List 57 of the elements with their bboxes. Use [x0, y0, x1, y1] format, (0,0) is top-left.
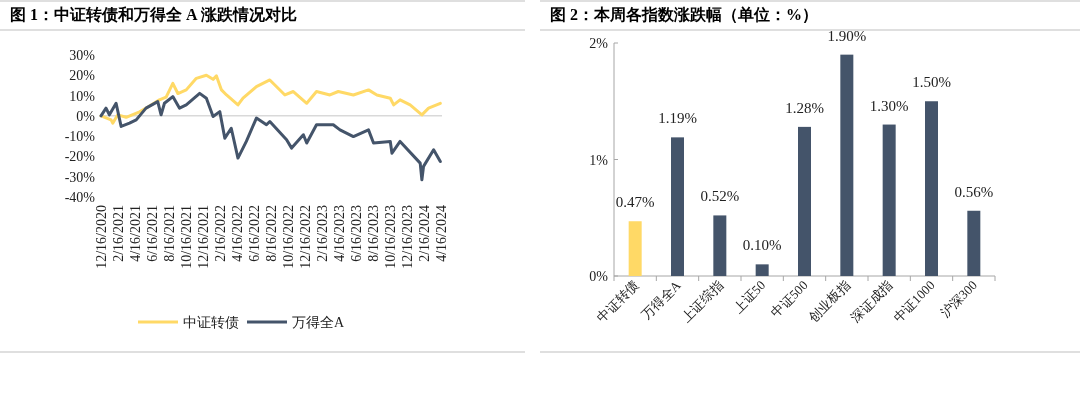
y-tick-label: 1%	[589, 152, 609, 168]
x-tick-label: 2/16/2021	[111, 205, 127, 262]
bar	[840, 54, 854, 276]
data-label: 1.28%	[785, 99, 824, 116]
y-tick-label: 0%	[76, 108, 96, 124]
x-tick-label: 10/16/2022	[280, 205, 296, 269]
y-tick-label: 20%	[69, 68, 96, 84]
bar	[713, 215, 727, 276]
bar	[967, 210, 981, 276]
data-label: 1.30%	[869, 97, 909, 114]
x-tick-label: 2/16/2023	[315, 205, 331, 262]
x-tick-label: 8/16/2021	[161, 205, 177, 262]
x-tick-label: 4/16/2023	[331, 205, 347, 262]
x-tick-label: 10/16/2021	[178, 205, 194, 269]
chart-title: 图 1：中证转债和万得全 A 涨跌情况对比	[10, 6, 297, 23]
bar	[925, 101, 938, 276]
x-tick-label: 8/16/2022	[263, 205, 279, 262]
x-tick-label: 上证50	[730, 277, 769, 316]
x-tick-label: 6/16/2022	[246, 205, 262, 262]
x-tick-label: 4/16/2021	[127, 205, 143, 262]
bar	[798, 126, 811, 276]
bar	[628, 221, 642, 276]
data-label: 0.47%	[615, 194, 655, 211]
x-tick-label: 中证500	[767, 277, 811, 321]
line-series	[99, 73, 442, 125]
line-series	[99, 91, 442, 182]
bar	[882, 124, 896, 276]
chart-title: 图 2：本周各指数涨跌幅（单位：%）	[550, 6, 818, 24]
bar	[671, 137, 684, 276]
y-tick-label: -30%	[64, 169, 96, 185]
data-label: 0.52%	[700, 188, 740, 205]
x-tick-label: 12/16/2020	[94, 205, 109, 269]
data-label: 1.90%	[827, 27, 867, 44]
x-tick-label: 8/16/2023	[365, 205, 381, 262]
x-tick-label: 12/16/2021	[196, 205, 212, 269]
x-tick-label: 12/16/2022	[298, 205, 314, 269]
y-tick-label: 30%	[69, 48, 96, 63]
x-tick-label: 4/16/2024	[434, 205, 450, 262]
data-label: 1.19%	[658, 110, 697, 127]
x-tick-label: 沪深300	[937, 277, 980, 321]
bar	[755, 264, 769, 276]
data-label: 0.56%	[954, 183, 994, 200]
x-tick-label: 2/16/2022	[213, 205, 229, 262]
x-tick-label: 2/16/2024	[417, 205, 433, 262]
data-label: 0.10%	[742, 237, 782, 254]
y-tick-label: 2%	[589, 36, 609, 51]
y-tick-label: 0%	[589, 269, 609, 284]
x-tick-label: 4/16/2022	[229, 205, 245, 262]
x-tick-label: 6/16/2023	[348, 205, 364, 262]
y-tick-label: 10%	[69, 88, 96, 104]
data-label: 1.50%	[912, 74, 951, 91]
y-tick-label: -10%	[64, 129, 96, 145]
x-tick-label: 12/16/2023	[400, 205, 416, 269]
x-tick-label: 6/16/2021	[144, 205, 160, 262]
y-tick-label: -20%	[64, 149, 96, 165]
x-tick-label: 10/16/2023	[383, 205, 399, 269]
y-tick-label: -40%	[64, 190, 96, 205]
